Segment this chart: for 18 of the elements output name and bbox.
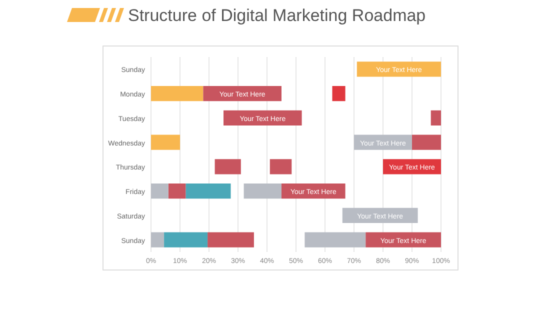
bar <box>214 159 241 174</box>
bar <box>412 134 441 150</box>
bar <box>208 232 254 248</box>
bar <box>186 184 231 199</box>
bar <box>151 86 204 102</box>
bar <box>151 232 164 248</box>
bar <box>203 86 282 102</box>
bar <box>356 62 441 77</box>
chart-title: Structure of Digital Marketing Roadmap <box>128 6 426 25</box>
bar <box>270 159 292 174</box>
bar <box>244 184 282 199</box>
bar <box>332 86 346 102</box>
bar <box>164 232 208 248</box>
bar <box>304 232 366 248</box>
bar <box>430 110 441 126</box>
bar <box>151 134 180 150</box>
bar <box>168 184 186 199</box>
bar <box>151 184 168 199</box>
